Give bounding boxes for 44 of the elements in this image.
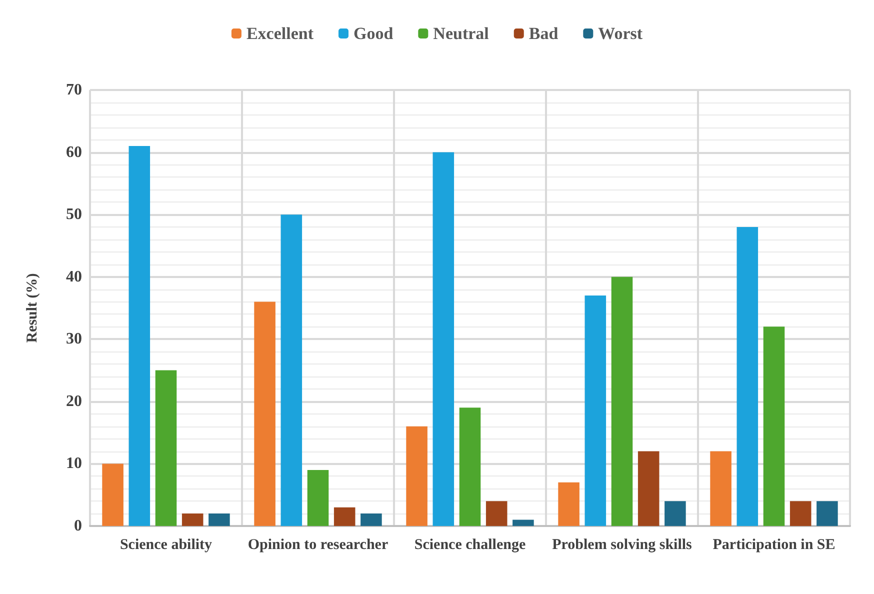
- legend-label: Neutral: [433, 24, 490, 43]
- bar: [558, 482, 580, 526]
- y-axis-title: Result (%): [24, 273, 40, 343]
- bar: [512, 520, 534, 526]
- bar: [816, 501, 838, 526]
- x-tick-label: Problem solving skills: [552, 537, 692, 553]
- legend-label: Bad: [528, 24, 559, 43]
- y-tick-label: 10: [66, 455, 82, 472]
- bar: [638, 451, 660, 526]
- bar: [102, 464, 124, 526]
- x-tick-label: Science challenge: [414, 537, 526, 553]
- bar: [584, 296, 606, 526]
- bar: [664, 501, 686, 526]
- y-tick-label: 20: [66, 392, 82, 410]
- bar: [208, 514, 230, 526]
- y-tick-label: 30: [66, 330, 82, 348]
- y-tick-label: 0: [74, 518, 82, 534]
- bar: [280, 214, 302, 526]
- bar: [128, 146, 150, 526]
- bar: [790, 501, 812, 526]
- y-tick-label: 60: [66, 144, 82, 161]
- x-tick-label: Science ability: [120, 537, 213, 553]
- bar: [736, 227, 758, 526]
- x-tick-label: Participation in SE: [712, 537, 836, 553]
- bar: [710, 451, 732, 526]
- legend-label: Excellent: [246, 24, 314, 43]
- bar: [254, 302, 276, 526]
- x-tick-label: Opinion to researcher: [248, 537, 388, 553]
- bar: [182, 514, 204, 526]
- bar: [459, 408, 481, 526]
- y-tick-label: 40: [66, 268, 82, 286]
- legend-label: Worst: [598, 24, 643, 43]
- bar: [611, 276, 633, 526]
- legend-label: Good: [353, 24, 394, 43]
- bar: [360, 514, 382, 526]
- bar: [486, 501, 508, 526]
- bar: [307, 470, 329, 526]
- bar: [334, 507, 356, 526]
- bar: [406, 426, 428, 526]
- y-tick-label: 70: [66, 82, 82, 98]
- bar: [763, 326, 785, 526]
- bar: [155, 370, 177, 526]
- y-tick-label: 50: [66, 206, 82, 224]
- bar: [432, 152, 454, 526]
